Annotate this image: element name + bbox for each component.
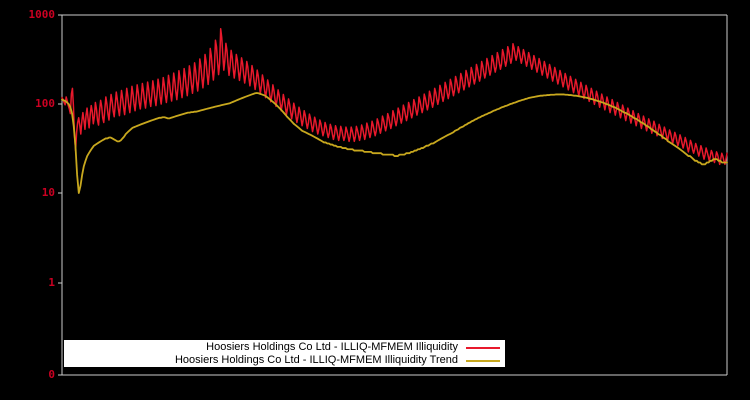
chart-legend[interactable]: Hoosiers Holdings Co Ltd - ILLIQ-MFMEM I… — [64, 340, 505, 367]
y-tick-label-10: 10 — [41, 186, 55, 199]
y-tick-label-1000: 1000 — [28, 8, 56, 21]
legend-line-sample-illiquidity — [466, 346, 500, 349]
legend-label-illiquidity: Hoosiers Holdings Co Ltd - ILLIQ-MFMEM I… — [206, 341, 458, 353]
y-tick-label-1: 1 — [48, 276, 55, 289]
series-line-illiquidity — [61, 28, 728, 166]
series-line-illiquidity-trend — [61, 92, 728, 194]
legend-line-sample-illiquidity-trend — [466, 359, 500, 362]
y-tick-label-0: 0 — [48, 368, 55, 381]
legend-label-illiquidity-trend: Hoosiers Holdings Co Ltd - ILLIQ-MFMEM I… — [174, 354, 458, 366]
legend-entry-illiquidity-trend[interactable]: Hoosiers Holdings Co Ltd - ILLIQ-MFMEM I… — [64, 354, 505, 367]
series-layer — [61, 28, 728, 194]
axis-frame — [58, 14, 728, 376]
legend-entry-illiquidity[interactable]: Hoosiers Holdings Co Ltd - ILLIQ-MFMEM I… — [64, 341, 505, 354]
y-tick-label-100: 100 — [35, 97, 55, 110]
